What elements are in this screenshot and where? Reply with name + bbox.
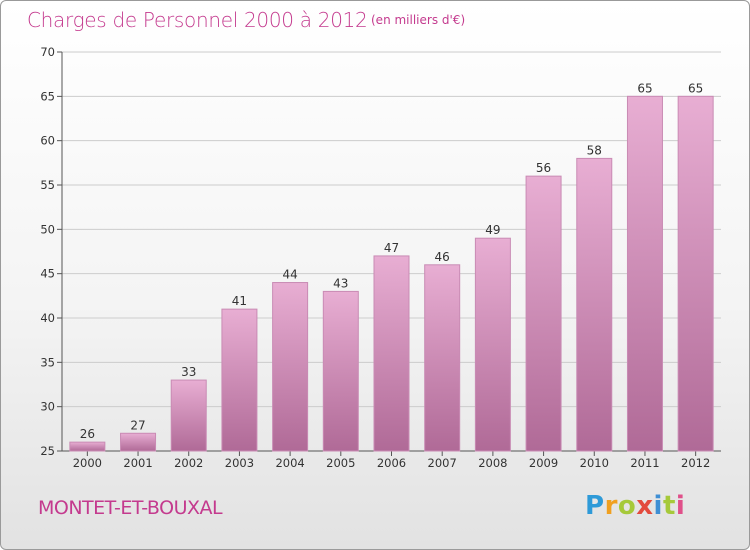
proxiti-logo: Proxiti: [585, 491, 685, 521]
x-tick-label: 2005: [326, 456, 355, 470]
data-label: 56: [536, 161, 551, 175]
labels: 25 30 35 40 45 50 55 60 65 70 2000 26 2001 27 2002 33 20…: [40, 45, 710, 470]
bar: [626, 95, 663, 452]
data-label: 43: [333, 276, 348, 290]
chart-subtitle: (en milliers d'€): [371, 13, 466, 27]
bar: [525, 175, 562, 452]
bar: [69, 441, 106, 452]
data-label: 41: [232, 294, 247, 308]
x-tick-label: 2010: [580, 456, 609, 470]
bar: [170, 379, 207, 452]
y-tick-label: 50: [40, 222, 55, 236]
bars: [69, 95, 714, 452]
bar: [272, 282, 309, 452]
bar: [373, 255, 410, 452]
x-tick-label: 2002: [174, 456, 203, 470]
y-tick-label: 40: [40, 311, 55, 325]
x-tick-label: 2008: [478, 456, 507, 470]
data-label: 47: [384, 241, 399, 255]
data-label: 49: [485, 223, 500, 237]
bar: [677, 95, 714, 452]
y-tick-label: 65: [40, 89, 55, 103]
y-tick-label: 70: [40, 45, 55, 59]
x-tick-label: 2000: [73, 456, 102, 470]
chart-title: Charges de Personnel 2000 à 2012: [27, 8, 368, 32]
commune-name: MONTET-ET-BOUXAL: [38, 497, 223, 519]
x-tick-label: 2011: [630, 456, 659, 470]
x-tick-label: 2007: [428, 456, 457, 470]
logo-letter: r: [604, 491, 618, 521]
x-tick-label: 2001: [123, 456, 152, 470]
y-tick-label: 25: [40, 444, 55, 458]
bar: [576, 157, 613, 452]
data-label: 44: [282, 268, 297, 282]
data-label: 65: [688, 81, 703, 95]
y-tick-label: 55: [40, 178, 55, 192]
logo-letter: P: [585, 491, 605, 521]
data-label: 26: [80, 427, 95, 441]
bar: [424, 264, 461, 452]
logo-letter: i: [675, 491, 686, 521]
logo-letter: t: [662, 491, 676, 521]
x-tick-label: 2009: [529, 456, 558, 470]
y-tick-label: 45: [40, 267, 55, 281]
y-tick-label: 35: [40, 355, 55, 369]
bar: [120, 432, 157, 452]
bar: [322, 290, 359, 452]
x-tick-label: 2012: [681, 456, 710, 470]
y-tick-label: 30: [40, 400, 55, 414]
bar: [221, 308, 258, 452]
data-label: 65: [637, 81, 652, 95]
logo-letter: x: [636, 491, 654, 521]
x-tick-label: 2003: [225, 456, 254, 470]
y-tick-label: 60: [40, 134, 55, 148]
data-label: 33: [181, 365, 196, 379]
data-label: 58: [587, 143, 602, 157]
x-tick-label: 2006: [377, 456, 406, 470]
logo-letter: i: [653, 491, 663, 521]
data-label: 27: [130, 418, 145, 432]
logo-letter: o: [617, 491, 637, 521]
x-tick-label: 2004: [275, 456, 304, 470]
data-label: 46: [435, 250, 450, 264]
bar: [474, 237, 511, 452]
